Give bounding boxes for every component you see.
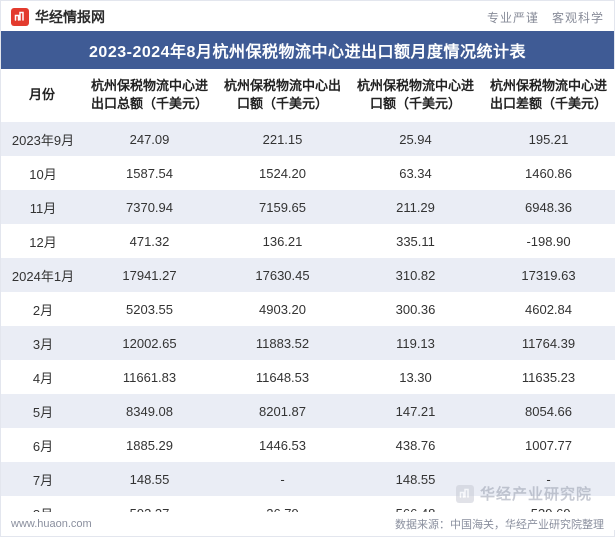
cell-balance: - [482, 462, 615, 496]
table-row: 3月12002.6511883.52119.1311764.39 [1, 326, 615, 360]
cell-export: 136.21 [216, 224, 349, 258]
site-name: 华经情报网 [35, 7, 105, 27]
cell-period: 3月 [1, 326, 83, 360]
cell-export: 1524.20 [216, 156, 349, 190]
cell-total: 17941.27 [83, 258, 216, 292]
table-row: 2月5203.554903.20300.364602.84 [1, 292, 615, 326]
cell-export: 8201.87 [216, 394, 349, 428]
cell-export: 4903.20 [216, 292, 349, 326]
cell-balance: 17319.63 [482, 258, 615, 292]
table-row: 12月471.32136.21335.11-198.90 [1, 224, 615, 258]
cell-total: 1885.29 [83, 428, 216, 462]
cell-export: 17630.45 [216, 258, 349, 292]
cell-import: 13.30 [349, 360, 482, 394]
cell-period: 7月 [1, 462, 83, 496]
table-row: 7月148.55-148.55- [1, 462, 615, 496]
cell-period: 12月 [1, 224, 83, 258]
cell-balance: 6948.36 [482, 190, 615, 224]
cell-import: 148.55 [349, 462, 482, 496]
cell-total: 1587.54 [83, 156, 216, 190]
data-source-label: 数据来源：中国海关，华经产业研究院整理 [395, 516, 604, 532]
cell-balance: -198.90 [482, 224, 615, 258]
cell-period: 4月 [1, 360, 83, 394]
cell-import: 335.11 [349, 224, 482, 258]
cell-total: 11661.83 [83, 360, 216, 394]
cell-balance: 195.21 [482, 122, 615, 156]
cell-total: 471.32 [83, 224, 216, 258]
table-row: 4月11661.8311648.5313.3011635.23 [1, 360, 615, 394]
table-head: 月份 杭州保税物流中心进出口总额（千美元） 杭州保税物流中心出口额（千美元） 杭… [1, 69, 615, 122]
table-row: 10月1587.541524.2063.341460.86 [1, 156, 615, 190]
cell-period: 6月 [1, 428, 83, 462]
cell-period: 2月 [1, 292, 83, 326]
cell-balance: 1007.77 [482, 428, 615, 462]
cell-total: 247.09 [83, 122, 216, 156]
cell-import: 438.76 [349, 428, 482, 462]
report-title: 2023-2024年8月杭州保税物流中心进出口额月度情况统计表 [1, 31, 614, 69]
col-balance: 杭州保税物流中心进出口差额（千美元） [482, 69, 615, 122]
table-row: 2023年9月247.09221.1525.94195.21 [1, 122, 615, 156]
data-table: 月份 杭州保税物流中心进出口总额（千美元） 杭州保税物流中心出口额（千美元） 杭… [1, 69, 615, 530]
brand-logo-icon [11, 8, 29, 26]
cell-export: 1446.53 [216, 428, 349, 462]
table-row: 11月7370.947159.65211.296948.36 [1, 190, 615, 224]
cell-balance: 11764.39 [482, 326, 615, 360]
cell-total: 148.55 [83, 462, 216, 496]
cell-total: 8349.08 [83, 394, 216, 428]
table-body: 2023年9月247.09221.1525.94195.2110月1587.54… [1, 122, 615, 530]
cell-balance: 1460.86 [482, 156, 615, 190]
top-bar: 华经情报网 专业严谨 客观科学 [1, 1, 614, 31]
cell-total: 12002.65 [83, 326, 216, 360]
table-row: 6月1885.291446.53438.761007.77 [1, 428, 615, 462]
cell-import: 25.94 [349, 122, 482, 156]
cell-export: 221.15 [216, 122, 349, 156]
cell-export: 11883.52 [216, 326, 349, 360]
cell-import: 211.29 [349, 190, 482, 224]
cell-export: 11648.53 [216, 360, 349, 394]
cell-period: 2024年1月 [1, 258, 83, 292]
cell-period: 2023年9月 [1, 122, 83, 156]
brand-block: 华经情报网 [11, 7, 105, 27]
cell-period: 5月 [1, 394, 83, 428]
table-header-row: 月份 杭州保税物流中心进出口总额（千美元） 杭州保税物流中心出口额（千美元） 杭… [1, 69, 615, 122]
footer-bar: www.huaon.com 数据来源：中国海关，华经产业研究院整理 [1, 512, 614, 536]
table-row: 5月8349.088201.87147.218054.66 [1, 394, 615, 428]
site-url: www.huaon.com [11, 518, 92, 530]
col-period: 月份 [1, 69, 83, 122]
cell-export: - [216, 462, 349, 496]
cell-balance: 8054.66 [482, 394, 615, 428]
cell-balance: 11635.23 [482, 360, 615, 394]
cell-export: 7159.65 [216, 190, 349, 224]
col-import: 杭州保税物流中心进口额（千美元） [349, 69, 482, 122]
cell-total: 5203.55 [83, 292, 216, 326]
col-export: 杭州保税物流中心出口额（千美元） [216, 69, 349, 122]
table-row: 2024年1月17941.2717630.45310.8217319.63 [1, 258, 615, 292]
cell-import: 147.21 [349, 394, 482, 428]
cell-period: 11月 [1, 190, 83, 224]
report-container: 华经情报网 专业严谨 客观科学 2023-2024年8月杭州保税物流中心进出口额… [0, 0, 615, 537]
cell-import: 310.82 [349, 258, 482, 292]
cell-import: 119.13 [349, 326, 482, 360]
col-total: 杭州保税物流中心进出口总额（千美元） [83, 69, 216, 122]
tagline: 专业严谨 客观科学 [487, 9, 604, 26]
cell-total: 7370.94 [83, 190, 216, 224]
cell-import: 63.34 [349, 156, 482, 190]
cell-import: 300.36 [349, 292, 482, 326]
cell-balance: 4602.84 [482, 292, 615, 326]
cell-period: 10月 [1, 156, 83, 190]
